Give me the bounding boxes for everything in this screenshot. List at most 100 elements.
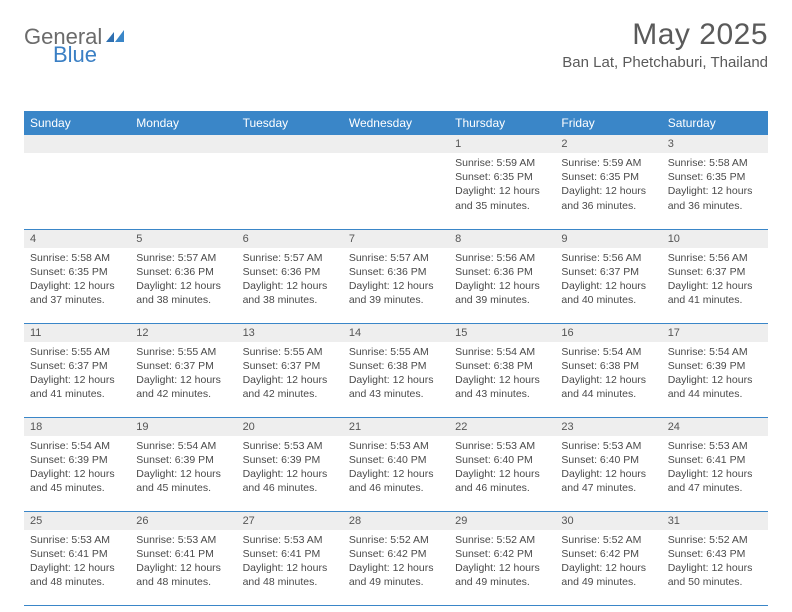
calendar-day-cell: 29Sunrise: 5:52 AMSunset: 6:42 PMDayligh… xyxy=(449,511,555,605)
sunrise-text: Sunrise: 5:55 AM xyxy=(243,345,337,359)
month-title: May 2025 xyxy=(562,18,768,52)
daylight-text: Daylight: 12 hours and 39 minutes. xyxy=(455,279,549,307)
day-details: Sunrise: 5:56 AMSunset: 6:37 PMDaylight:… xyxy=(555,248,661,312)
sunrise-text: Sunrise: 5:55 AM xyxy=(30,345,124,359)
sunrise-text: Sunrise: 5:54 AM xyxy=(455,345,549,359)
sunset-text: Sunset: 6:40 PM xyxy=(455,453,549,467)
day-details: Sunrise: 5:54 AMSunset: 6:38 PMDaylight:… xyxy=(449,342,555,406)
calendar-day-cell: 23Sunrise: 5:53 AMSunset: 6:40 PMDayligh… xyxy=(555,417,661,511)
day-header-monday: Monday xyxy=(130,111,236,135)
sunset-text: Sunset: 6:37 PM xyxy=(668,265,762,279)
day-number: 2 xyxy=(555,135,661,153)
day-number: 10 xyxy=(662,230,768,248)
sunrise-text: Sunrise: 5:54 AM xyxy=(561,345,655,359)
sunrise-text: Sunrise: 5:57 AM xyxy=(349,251,443,265)
sunrise-text: Sunrise: 5:55 AM xyxy=(136,345,230,359)
daylight-text: Daylight: 12 hours and 49 minutes. xyxy=(455,561,549,589)
day-details: Sunrise: 5:54 AMSunset: 6:39 PMDaylight:… xyxy=(662,342,768,406)
sunset-text: Sunset: 6:35 PM xyxy=(668,170,762,184)
day-details: Sunrise: 5:53 AMSunset: 6:41 PMDaylight:… xyxy=(237,530,343,594)
sunset-text: Sunset: 6:36 PM xyxy=(136,265,230,279)
calendar-day-cell: 20Sunrise: 5:53 AMSunset: 6:39 PMDayligh… xyxy=(237,417,343,511)
day-details: Sunrise: 5:57 AMSunset: 6:36 PMDaylight:… xyxy=(130,248,236,312)
daylight-text: Daylight: 12 hours and 40 minutes. xyxy=(561,279,655,307)
calendar-day-cell: 3Sunrise: 5:58 AMSunset: 6:35 PMDaylight… xyxy=(662,135,768,229)
calendar-week-row: 4Sunrise: 5:58 AMSunset: 6:35 PMDaylight… xyxy=(24,229,768,323)
daylight-text: Daylight: 12 hours and 46 minutes. xyxy=(455,467,549,495)
sunset-text: Sunset: 6:41 PM xyxy=(668,453,762,467)
day-number: 31 xyxy=(662,512,768,530)
day-number: 18 xyxy=(24,418,130,436)
day-header-thursday: Thursday xyxy=(449,111,555,135)
day-details: Sunrise: 5:53 AMSunset: 6:40 PMDaylight:… xyxy=(343,436,449,500)
day-header-saturday: Saturday xyxy=(662,111,768,135)
calendar-day-cell: 26Sunrise: 5:53 AMSunset: 6:41 PMDayligh… xyxy=(130,511,236,605)
calendar-day-cell: 5Sunrise: 5:57 AMSunset: 6:36 PMDaylight… xyxy=(130,229,236,323)
day-number: 4 xyxy=(24,230,130,248)
day-details: Sunrise: 5:59 AMSunset: 6:35 PMDaylight:… xyxy=(555,153,661,217)
sunrise-text: Sunrise: 5:56 AM xyxy=(668,251,762,265)
day-details: Sunrise: 5:52 AMSunset: 6:43 PMDaylight:… xyxy=(662,530,768,594)
calendar-day-cell: 12Sunrise: 5:55 AMSunset: 6:37 PMDayligh… xyxy=(130,323,236,417)
calendar-day-cell: 13Sunrise: 5:55 AMSunset: 6:37 PMDayligh… xyxy=(237,323,343,417)
day-details: Sunrise: 5:55 AMSunset: 6:37 PMDaylight:… xyxy=(130,342,236,406)
day-details: Sunrise: 5:55 AMSunset: 6:37 PMDaylight:… xyxy=(24,342,130,406)
day-number: 26 xyxy=(130,512,236,530)
daylight-text: Daylight: 12 hours and 46 minutes. xyxy=(243,467,337,495)
daylight-text: Daylight: 12 hours and 37 minutes. xyxy=(30,279,124,307)
day-number: 20 xyxy=(237,418,343,436)
daylight-text: Daylight: 12 hours and 47 minutes. xyxy=(561,467,655,495)
sunrise-text: Sunrise: 5:54 AM xyxy=(136,439,230,453)
calendar-day-cell: 30Sunrise: 5:52 AMSunset: 6:42 PMDayligh… xyxy=(555,511,661,605)
calendar-day-cell: 19Sunrise: 5:54 AMSunset: 6:39 PMDayligh… xyxy=(130,417,236,511)
day-number: 17 xyxy=(662,324,768,342)
daylight-text: Daylight: 12 hours and 50 minutes. xyxy=(668,561,762,589)
sunset-text: Sunset: 6:39 PM xyxy=(30,453,124,467)
day-number: 8 xyxy=(449,230,555,248)
calendar-body: 1Sunrise: 5:59 AMSunset: 6:35 PMDaylight… xyxy=(24,135,768,605)
day-details: Sunrise: 5:53 AMSunset: 6:41 PMDaylight:… xyxy=(662,436,768,500)
calendar-table: Sunday Monday Tuesday Wednesday Thursday… xyxy=(24,111,768,606)
sunset-text: Sunset: 6:40 PM xyxy=(349,453,443,467)
location-label: Ban Lat, Phetchaburi, Thailand xyxy=(562,54,768,71)
sunrise-text: Sunrise: 5:59 AM xyxy=(455,156,549,170)
day-number: 19 xyxy=(130,418,236,436)
sunrise-text: Sunrise: 5:52 AM xyxy=(455,533,549,547)
calendar-day-cell: 10Sunrise: 5:56 AMSunset: 6:37 PMDayligh… xyxy=(662,229,768,323)
sunrise-text: Sunrise: 5:53 AM xyxy=(455,439,549,453)
day-number: 15 xyxy=(449,324,555,342)
day-details: Sunrise: 5:58 AMSunset: 6:35 PMDaylight:… xyxy=(662,153,768,217)
day-details: Sunrise: 5:53 AMSunset: 6:40 PMDaylight:… xyxy=(555,436,661,500)
calendar-day-cell: 17Sunrise: 5:54 AMSunset: 6:39 PMDayligh… xyxy=(662,323,768,417)
sunrise-text: Sunrise: 5:54 AM xyxy=(668,345,762,359)
sunset-text: Sunset: 6:36 PM xyxy=(349,265,443,279)
day-number: 16 xyxy=(555,324,661,342)
daylight-text: Daylight: 12 hours and 49 minutes. xyxy=(349,561,443,589)
day-details: Sunrise: 5:53 AMSunset: 6:39 PMDaylight:… xyxy=(237,436,343,500)
day-number: 24 xyxy=(662,418,768,436)
sunset-text: Sunset: 6:38 PM xyxy=(561,359,655,373)
sunset-text: Sunset: 6:39 PM xyxy=(243,453,337,467)
sunrise-text: Sunrise: 5:57 AM xyxy=(243,251,337,265)
sunset-text: Sunset: 6:42 PM xyxy=(561,547,655,561)
day-details: Sunrise: 5:53 AMSunset: 6:41 PMDaylight:… xyxy=(130,530,236,594)
day-details: Sunrise: 5:53 AMSunset: 6:40 PMDaylight:… xyxy=(449,436,555,500)
logo-text-blue: Blue xyxy=(53,42,97,67)
calendar-day-cell: 27Sunrise: 5:53 AMSunset: 6:41 PMDayligh… xyxy=(237,511,343,605)
sunset-text: Sunset: 6:37 PM xyxy=(136,359,230,373)
sunrise-text: Sunrise: 5:58 AM xyxy=(668,156,762,170)
daylight-text: Daylight: 12 hours and 48 minutes. xyxy=(136,561,230,589)
sunrise-text: Sunrise: 5:57 AM xyxy=(136,251,230,265)
day-details: Sunrise: 5:54 AMSunset: 6:39 PMDaylight:… xyxy=(24,436,130,500)
calendar-day-cell: 11Sunrise: 5:55 AMSunset: 6:37 PMDayligh… xyxy=(24,323,130,417)
day-header-friday: Friday xyxy=(555,111,661,135)
daylight-text: Daylight: 12 hours and 46 minutes. xyxy=(349,467,443,495)
daylight-text: Daylight: 12 hours and 45 minutes. xyxy=(30,467,124,495)
calendar-day-cell: 2Sunrise: 5:59 AMSunset: 6:35 PMDaylight… xyxy=(555,135,661,229)
day-number: 6 xyxy=(237,230,343,248)
sunrise-text: Sunrise: 5:53 AM xyxy=(136,533,230,547)
daylight-text: Daylight: 12 hours and 43 minutes. xyxy=(349,373,443,401)
day-details: Sunrise: 5:55 AMSunset: 6:38 PMDaylight:… xyxy=(343,342,449,406)
daylight-text: Daylight: 12 hours and 48 minutes. xyxy=(30,561,124,589)
day-details: Sunrise: 5:56 AMSunset: 6:36 PMDaylight:… xyxy=(449,248,555,312)
